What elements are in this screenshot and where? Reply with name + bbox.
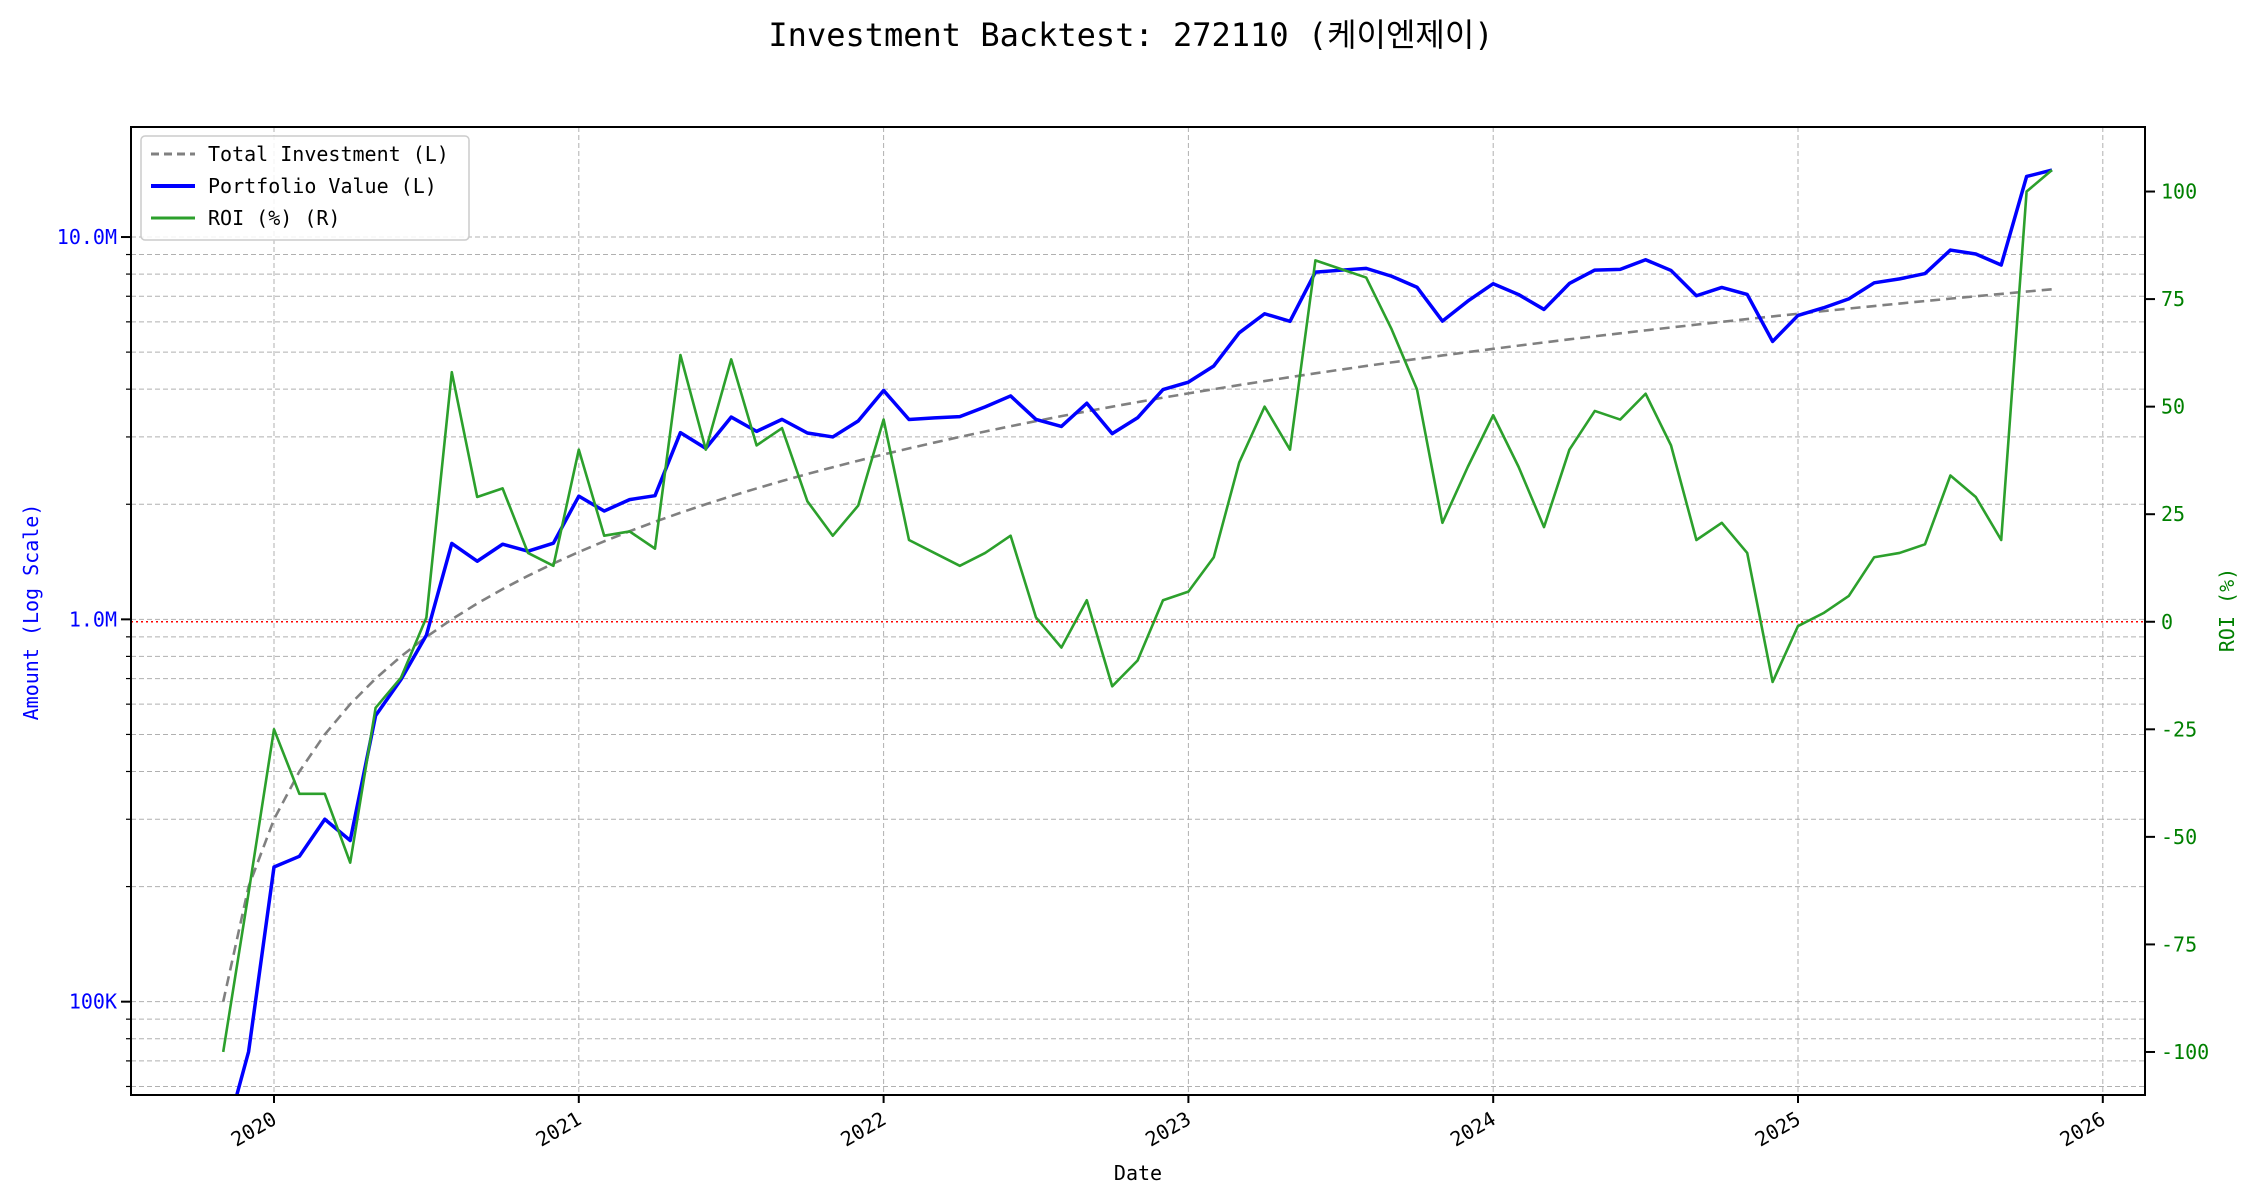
roi-line bbox=[221, 169, 2053, 1053]
plot-frame bbox=[130, 126, 2146, 1096]
right-tick-label: -50 bbox=[2161, 825, 2197, 849]
series-layer bbox=[221, 168, 2053, 1095]
legend-label-portfolio-value: Portfolio Value (L) bbox=[208, 174, 437, 198]
legend-label-roi: ROI (%) (R) bbox=[208, 206, 340, 230]
grid bbox=[131, 127, 2145, 1095]
right-tick-label: -75 bbox=[2161, 932, 2197, 956]
legend-label-total-investment: Total Investment (L) bbox=[208, 142, 449, 166]
left-tick-label: 10.0M bbox=[57, 225, 117, 249]
right-tick-label: 100 bbox=[2161, 180, 2197, 204]
left-y-axis-label: Amount (Log Scale) bbox=[19, 504, 43, 721]
right-tick-label: -100 bbox=[2161, 1040, 2209, 1064]
legend: Total Investment (L) Portfolio Value (L)… bbox=[140, 135, 470, 241]
right-y-axis-label: ROI (%) bbox=[2215, 568, 2239, 652]
legend-box bbox=[140, 135, 470, 241]
right-tick-label: 50 bbox=[2161, 395, 2185, 419]
right-tick-label: 75 bbox=[2161, 287, 2185, 311]
right-tick-label: -25 bbox=[2161, 717, 2197, 741]
left-tick-label: 100K bbox=[69, 990, 117, 1014]
right-tick-label: 25 bbox=[2161, 502, 2185, 526]
x-axis-label: Date bbox=[1114, 1161, 1162, 1185]
total-investment-line bbox=[221, 287, 2053, 1002]
right-tick-label: 0 bbox=[2161, 610, 2173, 634]
chart-title: Investment Backtest: 272110 (케이엔제이) bbox=[768, 16, 1493, 54]
left-tick-label: 1.0M bbox=[69, 607, 117, 631]
